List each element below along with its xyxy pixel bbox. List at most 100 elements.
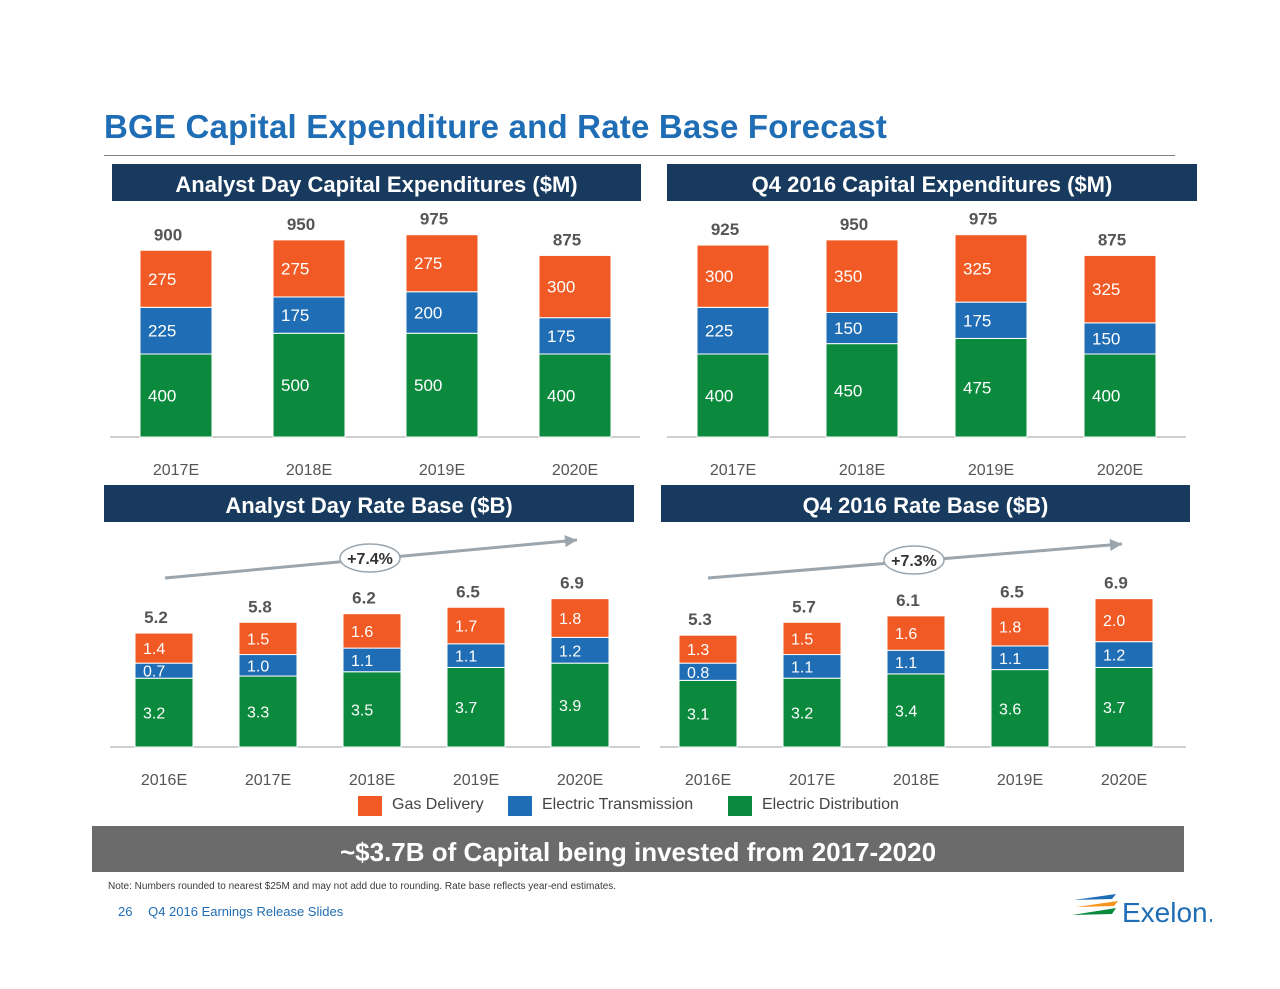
chart-0-label-distribution-2: 500: [414, 376, 442, 395]
chart-0-bar-distribution-0: [139, 353, 213, 438]
legend-distribution-swatch: [728, 796, 752, 816]
chart-3-label-transmission-4: 1.2: [1103, 648, 1125, 665]
chart-1-bar-distribution-1: [825, 343, 899, 438]
legend-gas-label: Gas Delivery: [392, 796, 484, 813]
chart-3-growth-arrow-head: [1109, 539, 1122, 551]
chart-2-label-distribution-3: 3.7: [455, 700, 477, 717]
chart-1-label-transmission-2: 175: [963, 311, 991, 330]
chart-1-total-0: 925: [711, 220, 739, 239]
chart-2-label-gas-1: 1.5: [247, 631, 269, 648]
chart-2-total-4: 6.9: [560, 574, 584, 593]
chart-1-label-distribution-3: 400: [1092, 387, 1120, 406]
chart-0-label-gas-0: 275: [148, 270, 176, 289]
chart-2-bar-gas-3: [446, 606, 506, 645]
chart-2-label-distribution-0: 3.2: [143, 706, 165, 723]
chart-0-total-0: 900: [154, 225, 182, 244]
summary-banner: ~$3.7B of Capital being invested from 20…: [92, 826, 1184, 872]
chart-2-label-gas-2: 1.6: [351, 624, 373, 641]
q4-ratebase-header: Q4 2016 Rate Base ($B): [661, 485, 1190, 522]
chart-0-bar-distribution-1: [272, 332, 346, 438]
chart-0-bar-gas-1: [272, 239, 346, 298]
logo-swoosh-blue: [1074, 894, 1116, 900]
chart-1-total-3: 875: [1098, 230, 1126, 249]
chart-3-bar-gas-3: [990, 606, 1050, 647]
chart-1-tick-3: 2020E: [1097, 462, 1143, 479]
chart-3-tick-3: 2019E: [997, 772, 1043, 789]
chart-0-bar-transmission-0: [139, 306, 213, 355]
footer-title: Q4 2016 Earnings Release Slides: [148, 904, 344, 919]
logo-swoosh-orange: [1076, 901, 1118, 907]
chart-3-bar-gas-4: [1094, 598, 1154, 643]
chart-3-bar-gas-1: [782, 621, 842, 656]
q4-capex-header: Q4 2016 Capital Expenditures ($M): [667, 164, 1197, 201]
chart-3-bar-transmission-4: [1094, 641, 1154, 668]
chart-1-bar-transmission-0: [696, 306, 770, 355]
chart-3-tick-4: 2020E: [1101, 772, 1147, 789]
chart-3-growth-bubble: [883, 545, 945, 575]
chart-0-label-gas-1: 275: [281, 259, 309, 278]
chart-1-label-gas-3: 325: [1092, 280, 1120, 299]
chart-0-label-distribution-1: 500: [281, 376, 309, 395]
page-number: 26: [118, 904, 133, 919]
chart-3-label-distribution-0: 3.1: [687, 707, 709, 724]
chart-2-label-distribution-1: 3.3: [247, 705, 269, 722]
legend-transmission-label: Electric Transmission: [542, 796, 694, 813]
chart-0-bar-gas-3: [538, 254, 612, 319]
chart-3-total-0: 5.3: [688, 610, 712, 629]
chart-3-label-transmission-0: 0.8: [687, 665, 709, 682]
chart-1-label-distribution-2: 475: [963, 379, 991, 398]
chart-1-label-transmission-3: 150: [1092, 329, 1120, 348]
chart-2-tick-0: 2016E: [141, 772, 187, 789]
chart-1-label-transmission-1: 150: [834, 319, 862, 338]
chart-1-bar-transmission-2: [954, 301, 1028, 339]
analyst-capex-header: Analyst Day Capital Expenditures ($M): [112, 164, 641, 201]
chart-2-label-transmission-3: 1.1: [455, 649, 477, 666]
chart-0-bar-distribution-2: [405, 332, 479, 438]
chart-3-tick-0: 2016E: [685, 772, 731, 789]
chart-2-total-3: 6.5: [456, 582, 480, 601]
title-divider: [104, 155, 1175, 156]
chart-0-total-3: 875: [553, 230, 581, 249]
chart-0-bar-transmission-1: [272, 296, 346, 334]
chart-0-label-transmission-0: 225: [148, 322, 176, 341]
chart-2-bar-transmission-4: [550, 636, 610, 664]
chart-3-label-transmission-2: 1.1: [895, 655, 917, 672]
chart-2-growth-arrow-head: [564, 535, 577, 548]
chart-3-label-distribution-3: 3.6: [999, 701, 1021, 718]
chart-2-total-2: 6.2: [352, 589, 376, 608]
legend-transmission-swatch: [508, 796, 532, 816]
chart-2-label-transmission-1: 1.0: [247, 658, 269, 675]
chart-3-total-1: 5.7: [792, 597, 816, 616]
chart-1-total-2: 975: [969, 210, 997, 229]
chart-0-label-transmission-2: 200: [414, 304, 442, 323]
chart-3-label-distribution-4: 3.7: [1103, 700, 1125, 717]
chart-2-label-gas-0: 1.4: [143, 641, 165, 658]
chart-0-bar-gas-2: [405, 234, 479, 293]
chart-1-bar-distribution-0: [696, 353, 770, 438]
chart-2-bar-distribution-4: [550, 662, 610, 748]
chart-3-label-gas-0: 1.3: [687, 642, 709, 659]
chart-3-label-gas-3: 1.8: [999, 620, 1021, 637]
chart-0-tick-3: 2020E: [552, 462, 598, 479]
chart-0-tick-1: 2018E: [286, 462, 332, 479]
chart-2-bar-distribution-3: [446, 666, 506, 748]
chart-2-total-1: 5.8: [248, 597, 272, 616]
chart-3-total-2: 6.1: [896, 591, 920, 610]
legend-gas-swatch: [358, 796, 382, 816]
chart-3-bar-gas-0: [678, 634, 738, 664]
chart-0-label-transmission-1: 175: [281, 306, 309, 325]
chart-3-tick-2: 2018E: [893, 772, 939, 789]
chart-2-growth-label: +7.4%: [347, 551, 393, 568]
chart-0-total-2: 975: [420, 210, 448, 229]
chart-1-total-1: 950: [840, 215, 868, 234]
chart-2-label-gas-3: 1.7: [455, 619, 477, 636]
logo-wordmark: Exelon.: [1122, 897, 1212, 926]
chart-1-tick-1: 2018E: [839, 462, 885, 479]
chart-0-bar-gas-0: [139, 249, 213, 308]
page-title: BGE Capital Expenditure and Rate Base Fo…: [104, 108, 888, 145]
logo-swoosh-green: [1072, 908, 1116, 915]
chart-2-label-transmission-4: 1.2: [559, 643, 581, 660]
chart-1-label-gas-0: 300: [705, 267, 733, 286]
chart-1-bar-transmission-3: [1083, 322, 1157, 355]
chart-3-tick-1: 2017E: [789, 772, 835, 789]
